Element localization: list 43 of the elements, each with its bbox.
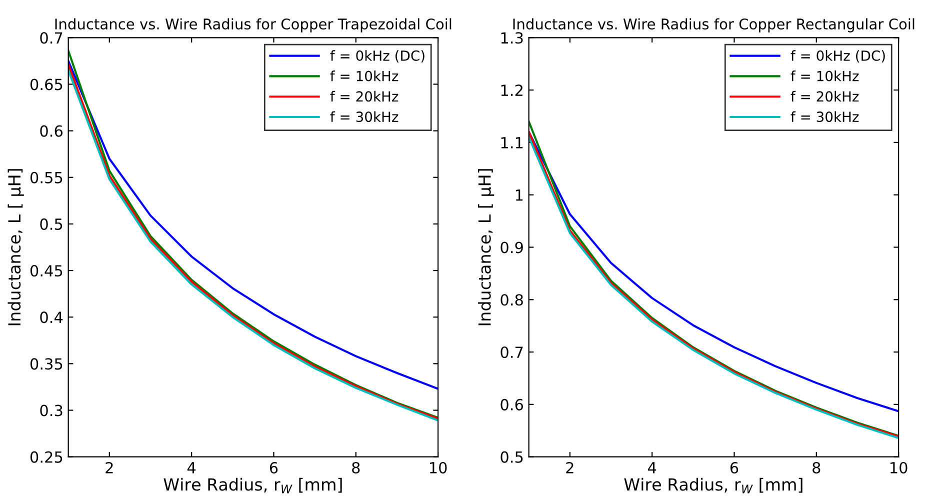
x-tick-label: 10: [890, 462, 908, 474]
y-tick-label: 0.65: [30, 78, 62, 90]
y-tick-label: 0.25: [30, 451, 62, 463]
y-tick-label: 0.6: [40, 125, 63, 137]
y-tick-label: 0.35: [30, 358, 62, 370]
y-axis-title: Inductance, L [ μH]: [8, 169, 24, 326]
x-tick-label: 6: [730, 462, 738, 474]
legend-label: f = 20kHz: [790, 90, 859, 102]
y-tick-label: 0.7: [500, 346, 523, 358]
y-tick-label: 0.45: [30, 264, 62, 277]
y-tick-label: 0.3: [40, 404, 62, 416]
x-tick-label: 4: [187, 462, 196, 474]
y-tick-label: 0.7: [40, 32, 62, 44]
x-axis-title: Wire Radius, r$_{W}$ [mm]: [624, 478, 802, 494]
legend-label: f = 30kHz: [330, 111, 398, 122]
y-axis-title: Inductance, L [ μH]: [478, 169, 494, 326]
x-tick-label: 6: [270, 462, 278, 474]
y-tick-label: 0.4: [40, 312, 63, 324]
y-tick-label: 1: [516, 190, 523, 201]
x-tick-label: 8: [352, 462, 360, 474]
y-tick-label: 0.9: [500, 242, 523, 254]
chart-title: Inductance vs. Wire Radius for Copper Rectangular Coil: [513, 18, 914, 32]
y-tick-label: 0.5: [40, 218, 62, 230]
x-tick-label: 4: [648, 462, 656, 474]
legend-label: f = 10kHz: [330, 70, 398, 82]
chart-title: Inductance vs. Wire Radius for Copper Trapezoidal Coil: [55, 18, 452, 32]
y-tick-label: 1.3: [501, 32, 523, 44]
x-tick-label: 8: [812, 462, 820, 474]
y-tick-label: 0.6: [500, 398, 524, 410]
legend-label: f = 20kHz: [330, 90, 398, 102]
y-tick-label: 0.55: [30, 172, 62, 184]
y-tick-label: 0.5: [500, 451, 523, 463]
x-tick-label: 10: [430, 462, 447, 474]
x-axis-title: Wire Radius, r$_{W}$ [mm]: [164, 478, 342, 494]
legend-label: f = 30kHz: [790, 111, 859, 122]
x-tick-label: 2: [566, 462, 574, 474]
y-tick-label: 1.1: [501, 137, 523, 148]
x-tick-label: 2: [106, 462, 113, 474]
legend-label: f = 0kHz (DC): [330, 50, 424, 63]
y-tick-label: 0.8: [500, 294, 523, 306]
legend-label: f = 0kHz (DC): [790, 50, 885, 63]
legend-label: f = 10kHz: [790, 70, 859, 82]
y-tick-label: 1.2: [501, 84, 522, 96]
